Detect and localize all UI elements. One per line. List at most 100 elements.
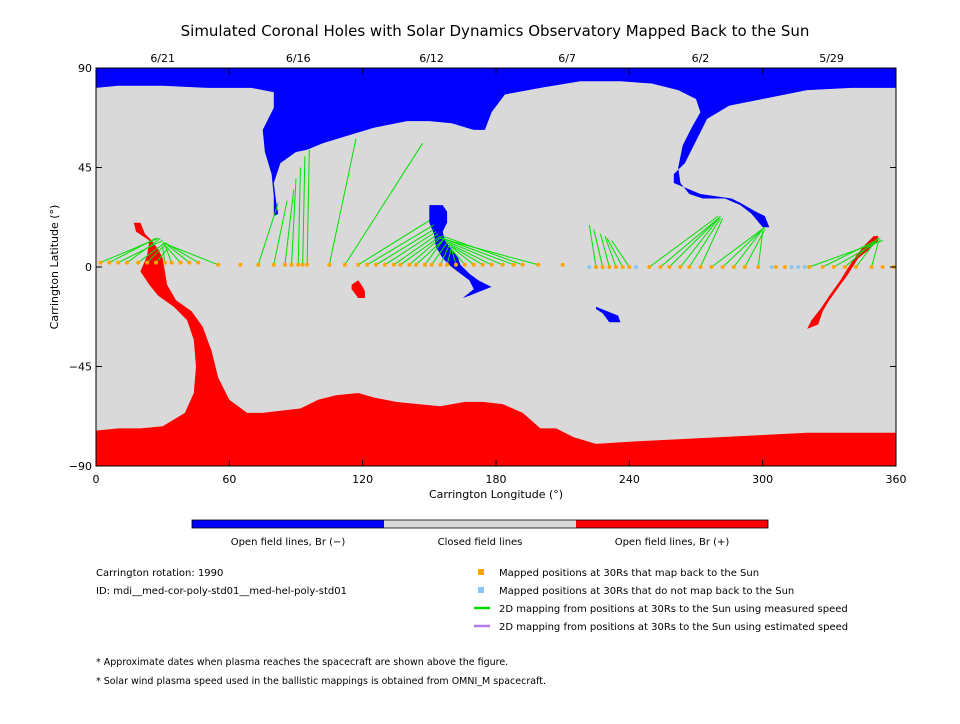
colorbar-positive — [576, 520, 768, 528]
y-axis-ticks: 90 45 0 −45 −90 — [69, 62, 896, 473]
y-tick-label: −90 — [69, 460, 92, 473]
mapped-point — [422, 262, 427, 267]
mapped-point — [162, 260, 167, 265]
footnote-speed: * Solar wind plasma speed used in the ba… — [96, 676, 546, 687]
mapped-point — [238, 262, 243, 267]
legend-estimated-label: 2D mapping from positions at 30Rs to the… — [499, 622, 848, 633]
mapped-point — [300, 262, 305, 267]
mapped-point — [607, 265, 612, 269]
measured-mapping-line — [711, 226, 766, 268]
mapped-point — [698, 265, 703, 269]
mapped-point — [187, 260, 192, 265]
mapped-point — [305, 262, 310, 267]
mapped-point — [731, 265, 736, 269]
colorbar-negative — [192, 520, 384, 528]
model-id: ID: mdi__med-cor-poly-std01__med-hel-pol… — [96, 586, 347, 597]
measured-mapping-line — [384, 231, 437, 266]
measured-mapping-line — [444, 240, 503, 266]
measured-mapping-line — [668, 218, 719, 268]
top-date-label: 6/7 — [558, 52, 576, 65]
measured-mapping-line — [599, 233, 610, 268]
measured-mapping-line — [844, 237, 879, 268]
measured-mapping-line — [699, 218, 724, 268]
unmapped-point — [587, 265, 592, 269]
mapped-point — [125, 260, 130, 265]
mapped-point — [807, 265, 812, 269]
mapped-point — [327, 262, 332, 267]
mapped-point — [169, 260, 174, 265]
measured-mapping-line — [357, 220, 430, 266]
mapped-point — [489, 262, 494, 267]
legend-mapped-marker — [478, 569, 484, 575]
mapped-point — [820, 265, 825, 269]
mapped-point — [742, 265, 747, 269]
legend-measured-label: 2D mapping from positions at 30Rs to the… — [499, 604, 848, 615]
measured-mapping-line — [688, 218, 721, 268]
negative-coronal-holes — [96, 68, 896, 323]
positive-region — [807, 236, 879, 329]
measured-mapping-line — [297, 167, 301, 265]
mapped-point — [536, 262, 541, 267]
mapped-point — [98, 260, 103, 265]
measured-mapping-line — [733, 229, 764, 268]
mapped-point — [842, 265, 847, 269]
x-tick-label: 240 — [619, 473, 640, 486]
measured-mapping-line — [306, 149, 310, 265]
measured-mapping-line — [722, 226, 766, 268]
measured-mapping-line — [284, 189, 295, 265]
measured-mapping-line — [409, 235, 443, 266]
mapped-point — [296, 262, 301, 267]
unmapped-point — [789, 265, 794, 269]
mapped-point — [391, 262, 396, 267]
negative-region — [429, 205, 492, 298]
y-tick-label: 0 — [85, 261, 92, 274]
measured-mapping-line — [855, 240, 877, 268]
measured-mapping-line — [162, 247, 166, 263]
measured-mapping-line — [117, 240, 163, 264]
mapped-point — [382, 262, 387, 267]
legend: Mapped positions at 30Rs that map back t… — [474, 568, 848, 633]
closed-field-background — [96, 68, 896, 466]
mapped-point — [398, 262, 403, 267]
mapped-point — [869, 265, 874, 269]
top-date-label: 6/2 — [692, 52, 710, 65]
mapped-point — [774, 265, 778, 269]
footnote-dates: * Approximate dates when plasma reaches … — [96, 657, 508, 668]
mapped-point — [374, 262, 378, 267]
x-tick-label: 60 — [222, 473, 236, 486]
unmapped-point — [634, 265, 638, 269]
measured-mapping-line — [431, 242, 448, 266]
measured-mapping-line — [593, 229, 604, 268]
mapped-point — [756, 265, 761, 269]
mapped-point — [520, 262, 525, 267]
measured-mapping-line — [126, 237, 161, 263]
measured-mapping-line — [164, 244, 173, 263]
measured-mapping-line — [757, 231, 764, 268]
x-tick-label: 120 — [352, 473, 373, 486]
mapped-point — [782, 265, 787, 269]
mapped-point — [658, 265, 663, 269]
mapped-point — [116, 260, 121, 265]
top-date-label: 6/12 — [419, 52, 444, 65]
x-axis-ticks: 0 60 120 180 240 300 360 — [93, 68, 907, 486]
x-tick-label: 300 — [752, 473, 773, 486]
measured-mapping-line — [155, 248, 168, 263]
mapped-point — [136, 260, 141, 265]
measured-mapping-line — [442, 237, 514, 266]
measured-mapping-line — [606, 238, 624, 268]
mapped-point — [647, 265, 652, 269]
chart-title: Simulated Coronal Holes with Solar Dynam… — [181, 22, 810, 40]
measured-mapping-line — [604, 235, 617, 268]
mapped-point — [429, 262, 434, 267]
mapped-point — [271, 262, 276, 267]
synoptic-map — [95, 67, 897, 467]
measured-mapping-line — [166, 244, 190, 263]
top-date-label: 6/21 — [150, 52, 175, 65]
mapped-point — [560, 262, 565, 267]
mapped-point — [667, 265, 672, 269]
mapped-point — [480, 262, 485, 267]
mapped-point — [678, 265, 683, 269]
mapped-point — [438, 262, 443, 267]
mapped-points — [98, 260, 896, 269]
mapped-point — [600, 265, 605, 269]
